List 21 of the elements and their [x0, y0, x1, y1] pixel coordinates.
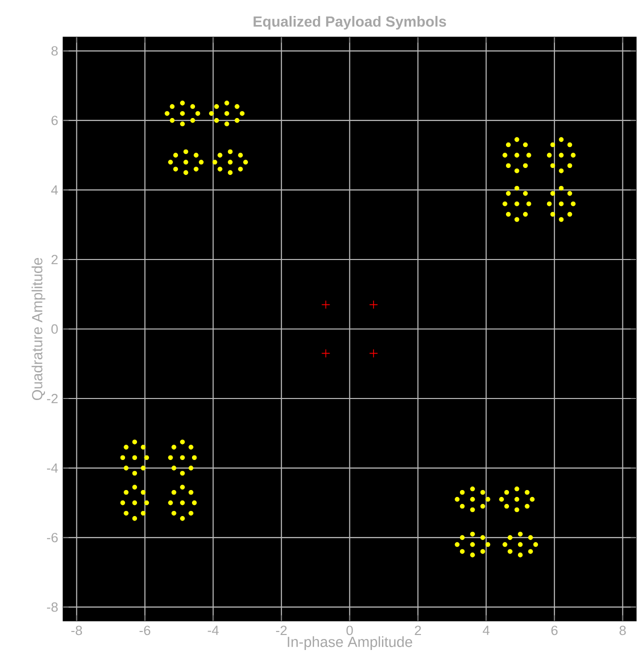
x-axis-title: In-phase Amplitude	[288, 636, 412, 650]
x-tick-label: 2	[414, 626, 421, 636]
x-tick-label: -4	[208, 626, 219, 635]
y-tick-label: 6	[52, 116, 58, 126]
y-tick-label: 4	[51, 185, 58, 195]
x-tick-label: 8	[620, 626, 626, 636]
x-tick-label: 6	[551, 626, 558, 636]
x-tick-label: -8	[71, 626, 82, 636]
y-tick-label: -6	[47, 532, 58, 542]
x-tick-label: -2	[276, 626, 287, 636]
y-tick-label: 8	[51, 46, 58, 56]
y-tick-label: -4	[47, 463, 58, 473]
y-axis-title: Quadrature Amplitude	[32, 258, 46, 400]
y-tick-label: -8	[47, 602, 58, 612]
x-tick-label: 4	[482, 626, 490, 635]
y-tick-label: -2	[47, 394, 58, 404]
x-tick-label: 0	[346, 626, 353, 636]
y-tick-label: 2	[52, 254, 58, 264]
chart-title: Equalized Payload Symbols	[254, 16, 446, 30]
x-tick-label: -6	[140, 626, 150, 636]
y-tick-label: 0	[51, 324, 58, 334]
